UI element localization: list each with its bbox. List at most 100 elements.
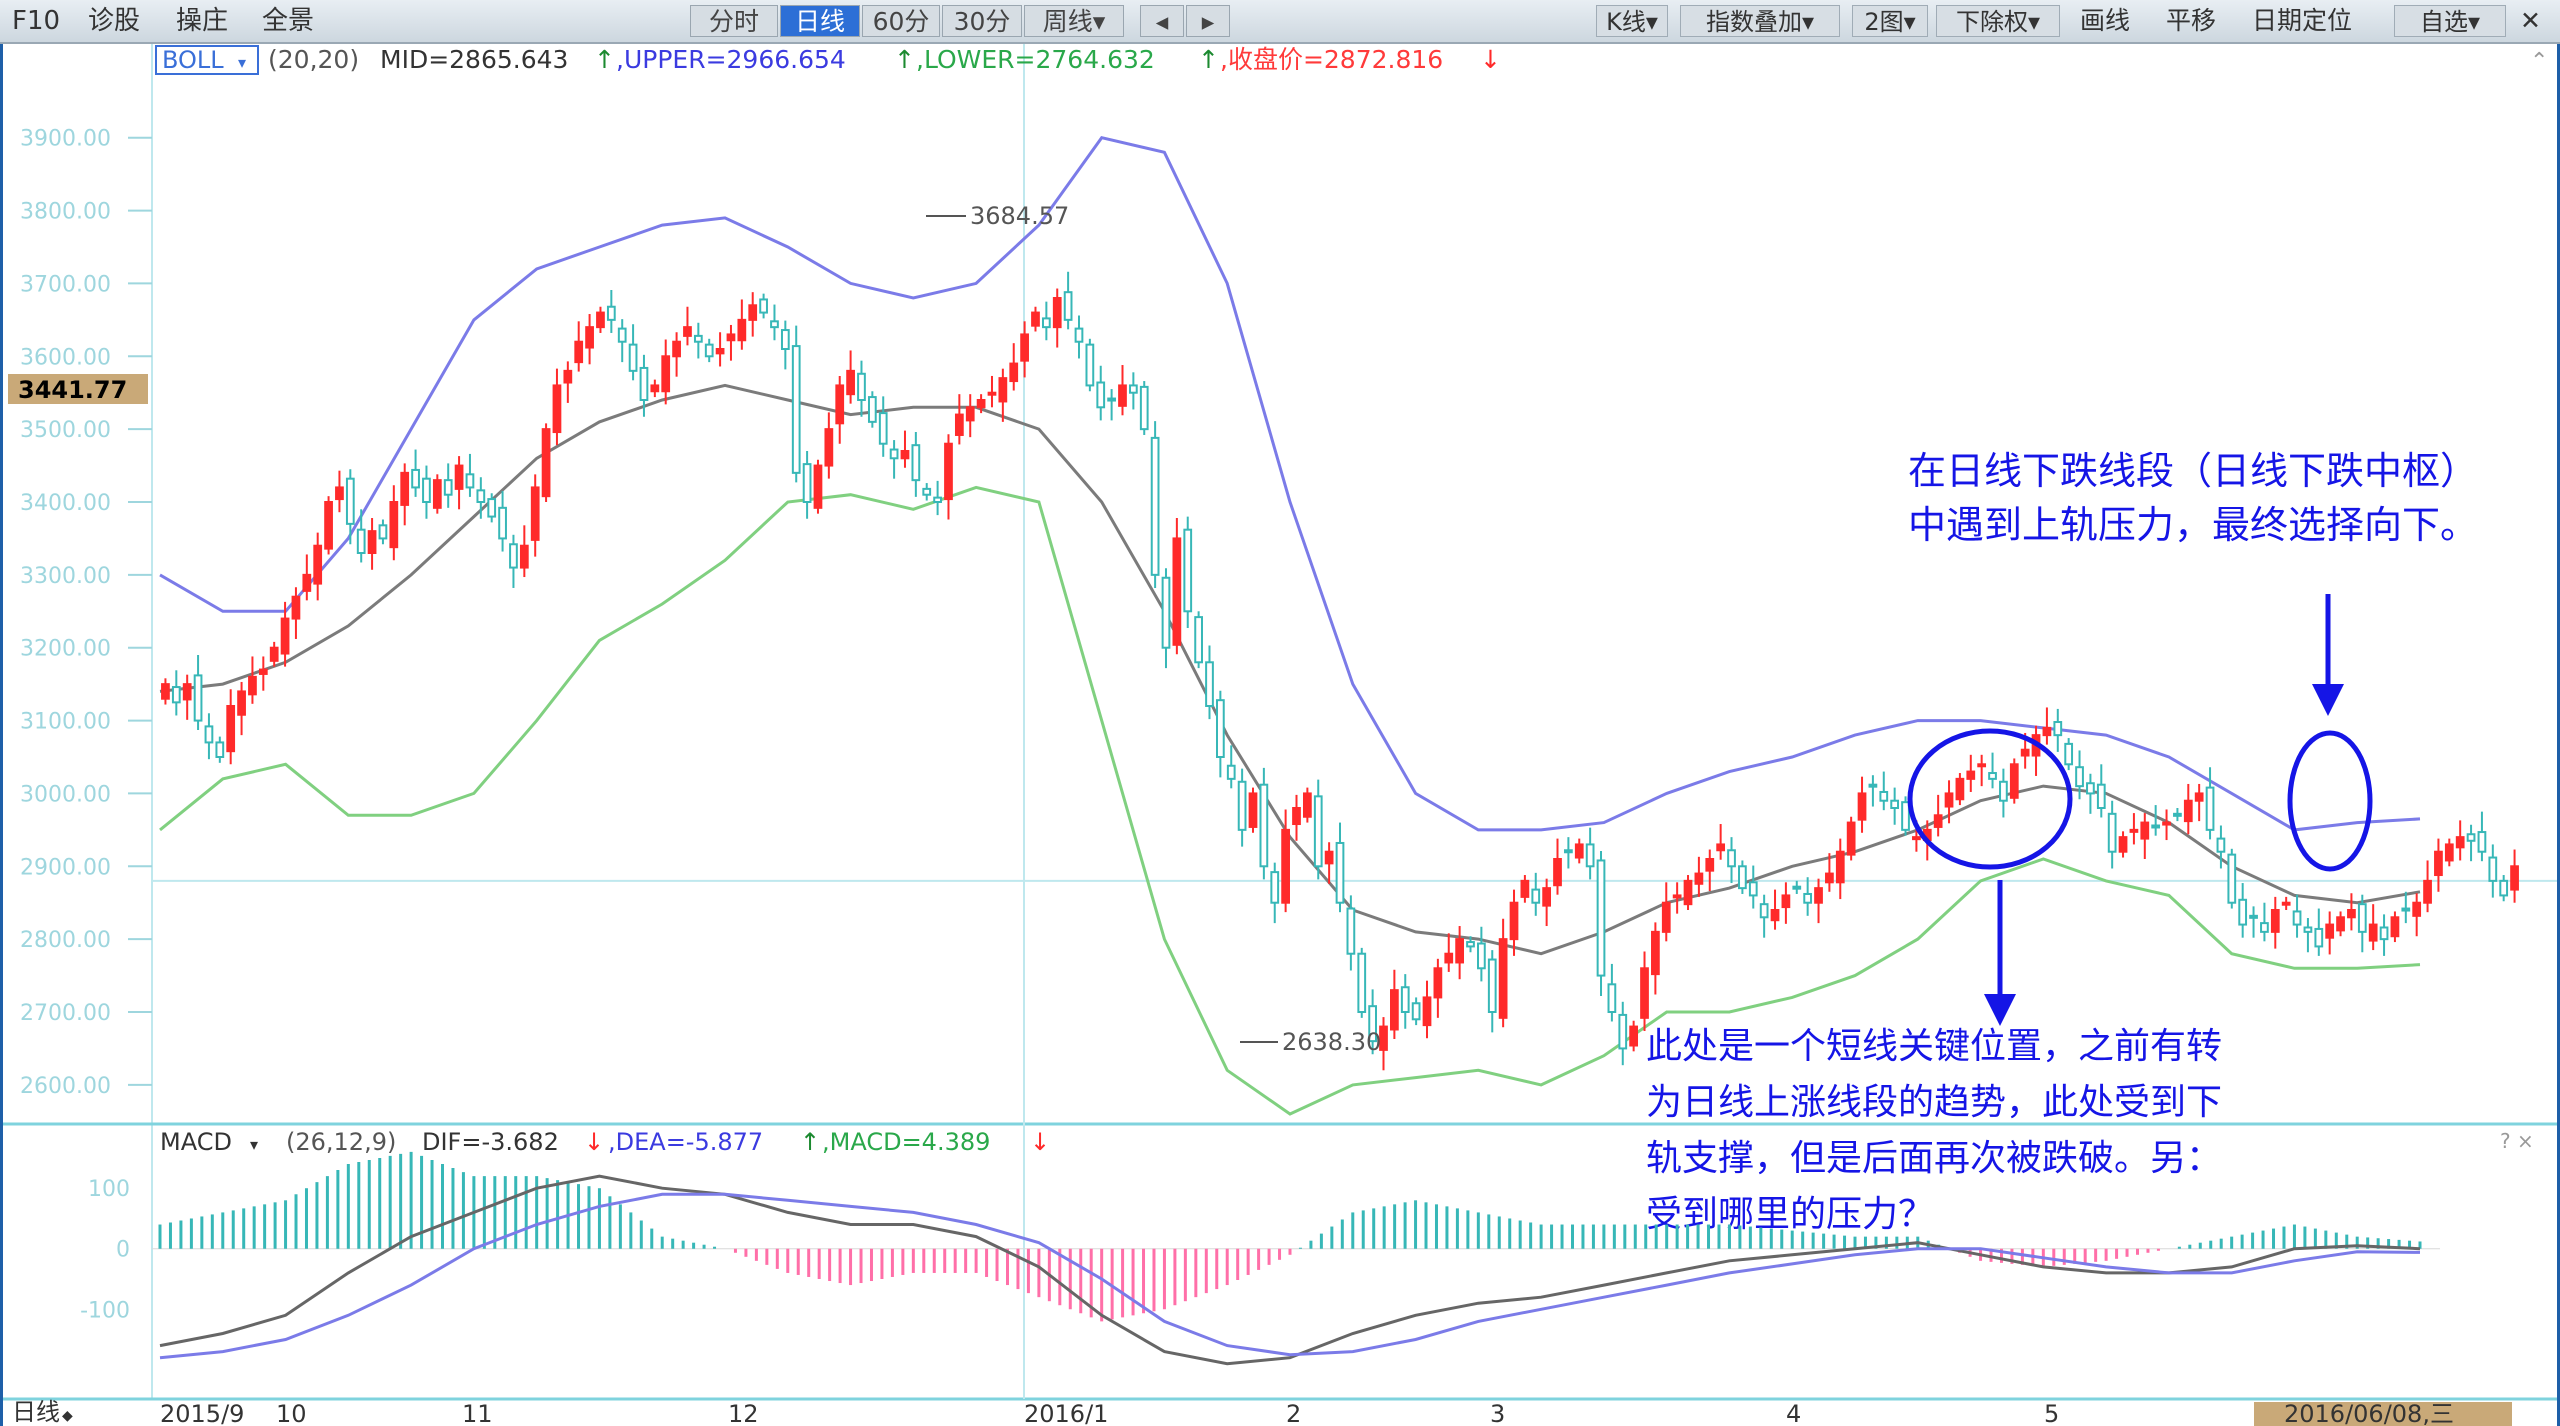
annotation-top-right: 在日线下跌线段（日线下跌中枢） 中遇到上轨压力，最终选择向下。 — [1908, 449, 2478, 547]
candle — [2194, 783, 2204, 822]
panel-expand-icon[interactable]: ⌃ — [2530, 49, 2548, 74]
macd-help-icon[interactable]: ? × — [2500, 1129, 2534, 1153]
nav-prev-icon[interactable]: ◂ — [1140, 5, 1184, 37]
macd-dea-value: ,DEA=-5.877 — [608, 1128, 763, 1156]
candle — [1172, 518, 1182, 655]
stock-diagnosis-button[interactable]: 诊股 — [88, 6, 141, 36]
candle — [1585, 827, 1595, 880]
candle — [2336, 911, 2345, 937]
peak-label: 3684.57 — [970, 202, 1069, 230]
candle — [1292, 794, 1301, 841]
candle — [933, 480, 942, 516]
candle — [248, 656, 257, 704]
candle — [922, 483, 932, 501]
candle — [846, 350, 855, 404]
price-tick-label: 3800.00 — [20, 200, 111, 225]
boll-params: (20,20) — [268, 45, 359, 74]
candle — [2205, 767, 2215, 840]
candle — [2096, 764, 2106, 818]
candle — [443, 463, 453, 508]
candle — [1574, 838, 1584, 864]
operate-button[interactable]: 操庄 — [176, 6, 229, 36]
candle — [215, 736, 225, 763]
candle — [911, 432, 921, 497]
date-locate-button[interactable]: 日期定位 — [2252, 6, 2353, 35]
candle — [954, 394, 964, 445]
candle — [900, 430, 910, 468]
boll-lower-arrow: ↑ — [1198, 45, 1219, 74]
close-icon[interactable]: ✕ — [2520, 6, 2541, 35]
candle — [171, 670, 181, 716]
candle — [1792, 880, 1802, 894]
candle — [1596, 850, 1606, 996]
index-overlay-dropdown[interactable]: 指数叠加▾ — [1680, 5, 1840, 37]
candle — [2249, 906, 2258, 938]
price-tick-label: 3100.00 — [20, 710, 111, 735]
pan-button[interactable]: 平移 — [2166, 6, 2217, 35]
candle — [1466, 936, 1475, 953]
candle — [889, 440, 899, 479]
boll-indicator-dropdown[interactable] — [155, 45, 259, 75]
candle — [2423, 860, 2432, 913]
nav-next-icon[interactable]: ▸ — [1186, 5, 1230, 37]
period-dropdown-icon[interactable]: ◆ — [62, 1408, 73, 1424]
candle — [1422, 980, 1432, 1039]
tab-daily[interactable]: 日线 — [780, 5, 860, 37]
candle — [389, 485, 399, 561]
annotation-bottom: 此处是一个短线关键位置，之前有转 为日线上涨线段的趋势，此处受到下 轨支撑，但是… — [1646, 1026, 2222, 1235]
arrow-down-icon — [1984, 880, 2016, 1026]
candle — [606, 289, 616, 333]
candle — [2477, 811, 2487, 862]
candle — [1096, 365, 1106, 421]
candle — [1531, 872, 1541, 916]
tab-weekly[interactable]: 周线▾ — [1024, 5, 1124, 37]
f10-button[interactable]: F10 — [12, 6, 61, 36]
period-label[interactable]: 日线 — [12, 1398, 60, 1426]
candle — [770, 304, 779, 341]
candle — [1139, 381, 1149, 435]
candle — [1161, 568, 1171, 669]
candle — [944, 434, 953, 520]
boll-close-value: ,收盘价=2872.816 — [1220, 45, 1443, 74]
boll-mid-band — [159, 383, 2421, 956]
candle — [2292, 894, 2302, 938]
time-tick-label: 2 — [1286, 1400, 1301, 1426]
candle — [2455, 820, 2465, 861]
candle — [1879, 771, 1889, 811]
tab-30min[interactable]: 30分 — [942, 5, 1022, 37]
candle — [1966, 754, 1976, 792]
candle — [726, 324, 736, 361]
candle — [313, 532, 323, 601]
candle — [1411, 997, 1421, 1026]
candle — [2412, 893, 2422, 937]
candle — [1694, 856, 1704, 897]
candle — [1999, 768, 2008, 818]
candle — [1857, 776, 1867, 833]
tab-intraday[interactable]: 分时 — [690, 5, 778, 37]
candle — [1705, 849, 1715, 892]
macd-indicator-label[interactable]: MACD — [160, 1128, 232, 1156]
price-tick-label: 2600.00 — [20, 1074, 111, 1099]
candle — [1520, 875, 1530, 903]
cursor-date-bg — [2254, 1402, 2512, 1426]
draw-line-button[interactable]: 画线 — [2080, 6, 2131, 35]
candle — [335, 470, 344, 513]
candle — [1248, 787, 1258, 833]
candle — [2260, 902, 2269, 942]
macd-dif-value: DIF=-3.682 — [422, 1128, 559, 1156]
macd-dropdown-icon[interactable]: ▾ — [250, 1135, 258, 1154]
candle — [2270, 896, 2280, 949]
tab-60min[interactable]: 60分 — [862, 5, 940, 37]
candle — [824, 412, 834, 479]
candle — [1672, 882, 1682, 914]
kline-dropdown[interactable]: K线▾ — [1596, 5, 1668, 37]
panorama-button[interactable]: 全景 — [262, 6, 315, 36]
candle — [2314, 908, 2324, 956]
ex-rights-dropdown[interactable]: 下除权▾ — [1936, 5, 2060, 37]
candle — [987, 375, 997, 408]
layout-dropdown[interactable]: 2图▾ — [1852, 5, 1928, 37]
watchlist-dropdown[interactable]: 自选▾ — [2394, 5, 2506, 37]
candle — [182, 674, 192, 720]
candle — [2401, 891, 2411, 924]
stock-chart[interactable]: BOLL ▾ (20,20) MID=2865.643 ↑ ,UPPER=296… — [0, 44, 2560, 1426]
